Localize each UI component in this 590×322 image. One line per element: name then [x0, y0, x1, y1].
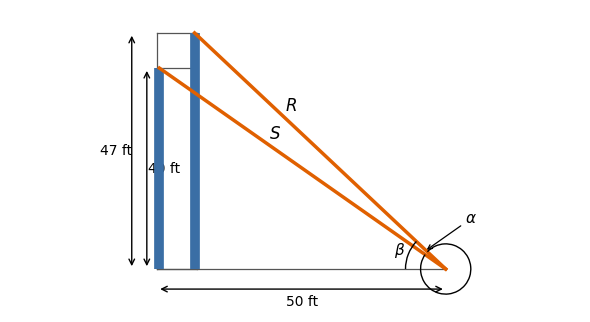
Text: 50 ft: 50 ft: [287, 295, 319, 309]
Text: S: S: [270, 125, 281, 143]
Text: R: R: [286, 97, 297, 115]
Text: β: β: [394, 243, 404, 258]
Text: 40 ft: 40 ft: [148, 162, 181, 175]
Text: 47 ft: 47 ft: [100, 144, 132, 158]
Text: α: α: [428, 211, 476, 249]
